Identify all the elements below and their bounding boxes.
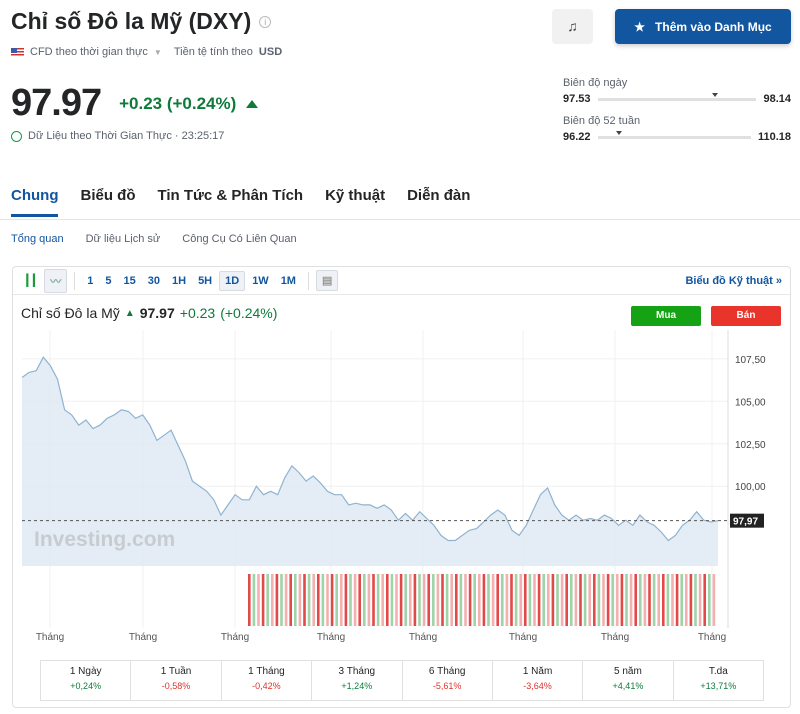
day-range-label: Biên độ ngày (563, 77, 628, 89)
day-range: Biên độ ngày 97.53 98.14 (563, 77, 791, 105)
performance-cell: 1 Ngày +0,24% (41, 661, 132, 700)
performance-period: 1 Tháng (248, 666, 285, 677)
performance-value: -5,61% (432, 681, 462, 691)
performance-period: T.da (708, 666, 728, 677)
clock-icon (11, 130, 22, 142)
subtab-related[interactable]: Công Cụ Có Liên Quan (182, 233, 297, 245)
star-icon: ★ (634, 19, 646, 34)
performance-value: +0,24% (70, 681, 102, 691)
week52-high: 110.18 (757, 131, 791, 143)
cfd-dropdown[interactable]: CFD theo thời gian thực (30, 46, 148, 58)
performance-value: +1,24% (341, 681, 373, 691)
tab-technical[interactable]: Kỹ thuật (325, 187, 386, 204)
subtab-history[interactable]: Dữ liệu Lịch sử (85, 233, 161, 245)
technical-chart-link[interactable]: Biểu đồ Kỹ thuật » (685, 274, 782, 287)
price-row: 97.97 +0.23 (+0.24%) (11, 82, 259, 125)
tab-forum[interactable]: Diễn đàn (407, 187, 471, 204)
chart-panel (12, 266, 791, 708)
performance-cell: 1 Tuần -0,58% (131, 661, 222, 700)
interval-5h[interactable]: 5H (198, 274, 213, 287)
realtime-status: Dữ Liệu theo Thời Gian Thực · 23:25:17 (11, 130, 224, 142)
currency-label: Tiền tệ tính theo (173, 46, 253, 58)
interval-5[interactable]: 5 (105, 274, 112, 287)
title-row: Chỉ số Đô la Mỹ (DXY) i (11, 8, 272, 35)
toolbar-divider (307, 271, 309, 290)
performance-period: 1 Năm (522, 666, 553, 677)
us-flag-icon (11, 47, 24, 57)
week52-range-bar (597, 130, 751, 139)
area-chart-icon[interactable]: 〰 (44, 268, 68, 293)
interval-1m[interactable]: 1M (280, 274, 296, 287)
interval-1d[interactable]: 1D (219, 270, 246, 291)
performance-value: +4,41% (612, 681, 644, 691)
performance-period: 5 năm (614, 666, 642, 677)
interval-1w[interactable]: 1W (252, 274, 269, 287)
performance-cell: 1 Tháng -0,42% (222, 661, 313, 700)
currency-value: USD (258, 46, 283, 58)
interval-1[interactable]: 1 (87, 274, 94, 287)
week52-range: Biên độ 52 tuần 96.22 110.18 (563, 115, 791, 143)
chart-price: 97.97 (139, 305, 175, 321)
last-price: 97.97 (11, 82, 102, 124)
sell-button[interactable]: Bán (711, 306, 781, 326)
interval-30[interactable]: 30 (147, 274, 160, 287)
week52-range-label: Biên độ 52 tuần (563, 115, 641, 127)
chart-change: +0.23 (179, 305, 216, 321)
performance-table: 1 Ngày +0,24% 1 Tuần -0,58% 1 Tháng -0,42% 3 T… (40, 660, 764, 701)
performance-cell: T.da +13,71% (674, 661, 763, 700)
buy-button[interactable]: Mua (631, 306, 701, 326)
performance-cell: 3 Tháng +1,24% (312, 661, 403, 700)
interval-15[interactable]: 15 (123, 274, 136, 287)
performance-cell: 5 năm +4,41% (583, 661, 674, 700)
performance-period: 1 Ngày (69, 666, 102, 677)
subtab-summary[interactable]: Tổng quan (11, 233, 64, 245)
performance-value: -0,58% (161, 681, 191, 691)
page-title: Chỉ số Đô la Mỹ (DXY) (11, 8, 252, 34)
day-low: 97.53 (563, 93, 591, 105)
performance-period: 6 Tháng (428, 666, 466, 677)
chart-instrument-name: Chỉ số Đô la Mỹ (21, 305, 120, 321)
performance-period: 3 Tháng (338, 666, 376, 677)
bell-plus-icon: ♫ (567, 18, 578, 34)
chart-header: Chỉ số Đô la Mỹ ▲ 97.97 +0.23 (+0.24%) (21, 305, 277, 321)
tab-news[interactable]: Tin Tức & Phân Tích (157, 187, 304, 204)
watchlist-label: Thêm vào Danh Mục (655, 19, 772, 34)
chart-toolbar: ┃┃ 〰 1 5 15 30 1H 5H 1D 1W 1M ▤ Biểu đồ … (13, 267, 790, 295)
main-tabs: Chung Biểu đồ Tin Tức & Phân Tích Kỹ thu… (11, 187, 470, 217)
layout-icon[interactable]: ▤ (315, 270, 339, 291)
candlestick-icon[interactable]: ┃┃ (24, 275, 38, 287)
performance-value: -0,42% (252, 681, 281, 691)
tabs-divider (0, 219, 800, 220)
interval-1h[interactable]: 1H (172, 274, 187, 287)
day-high: 98.14 (763, 93, 791, 105)
sub-tabs: Tổng quan Dữ liệu Lịch sử Công Cụ Có Liê… (11, 233, 297, 245)
week52-range-marker (615, 130, 622, 135)
add-alert-button[interactable]: ♫ (552, 9, 593, 44)
up-arrow-icon: ▲ (124, 307, 135, 319)
day-range-marker (711, 92, 718, 97)
performance-cell: 1 Năm -3,64% (493, 661, 584, 700)
performance-value: -3,64% (523, 681, 552, 691)
tab-overview[interactable]: Chung (11, 187, 59, 217)
toolbar-divider (74, 271, 76, 290)
performance-cell: 6 Tháng -5,61% (403, 661, 493, 700)
realtime-text: Dữ Liệu theo Thời Gian Thực · 23:25:17 (28, 130, 225, 142)
add-to-watchlist-button[interactable]: ★ Thêm vào Danh Mục (615, 9, 791, 44)
instrument-meta: CFD theo thời gian thực ▼ Tiền tệ tính t… (11, 46, 282, 58)
info-icon[interactable]: i (259, 15, 272, 28)
tab-chart[interactable]: Biểu đồ (80, 187, 136, 204)
performance-period: 1 Tuần (160, 666, 192, 677)
day-range-bar (597, 92, 757, 101)
chart-change-pct: (+0.24%) (220, 305, 278, 321)
price-change: +0.23 (+0.24%) (119, 93, 237, 113)
performance-value: +13,71% (700, 681, 737, 691)
up-arrow-icon (246, 99, 259, 108)
week52-low: 96.22 (563, 131, 591, 143)
chevron-down-icon[interactable]: ▼ (153, 47, 162, 57)
